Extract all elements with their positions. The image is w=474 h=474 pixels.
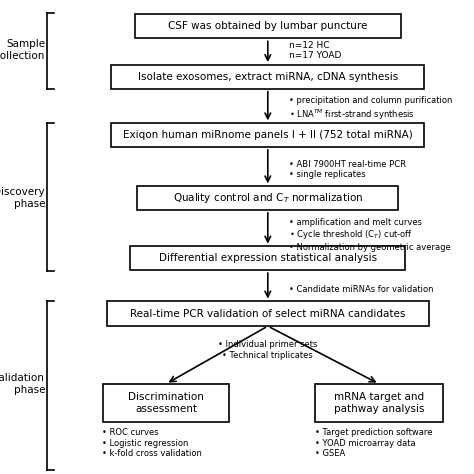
Text: • Target prediction software
• YOAD microarray data
• GSEA: • Target prediction software • YOAD micr…: [315, 428, 433, 458]
Text: Exiqon human miRnome panels I + II (752 total miRNA): Exiqon human miRnome panels I + II (752 …: [123, 130, 413, 140]
FancyBboxPatch shape: [315, 384, 443, 422]
Text: • Individual primer sets
• Technical triplicates: • Individual primer sets • Technical tri…: [218, 340, 318, 359]
Text: CSF was obtained by lumbar puncture: CSF was obtained by lumbar puncture: [168, 21, 367, 31]
Text: n=12 HC
n=17 YOAD: n=12 HC n=17 YOAD: [289, 41, 341, 60]
FancyBboxPatch shape: [130, 246, 405, 270]
Text: Isolate exosomes, extract miRNA, cDNA synthesis: Isolate exosomes, extract miRNA, cDNA sy…: [137, 72, 398, 82]
Text: • precipitation and column purification
• LNA$^{TM}$ first-strand synthesis: • precipitation and column purification …: [289, 96, 453, 122]
FancyBboxPatch shape: [111, 123, 424, 147]
Text: Validation
phase: Validation phase: [0, 373, 45, 395]
Text: • Candidate miRNAs for validation: • Candidate miRNAs for validation: [289, 285, 434, 293]
Text: Quality control and C$_T$ normalization: Quality control and C$_T$ normalization: [173, 191, 363, 205]
Text: Real-time PCR validation of select miRNA candidates: Real-time PCR validation of select miRNA…: [130, 309, 405, 319]
Text: • amplification and melt curves
• Cycle threshold (C$_T$) cut-off
• Normalizatio: • amplification and melt curves • Cycle …: [289, 218, 451, 252]
Text: mRNA target and
pathway analysis: mRNA target and pathway analysis: [334, 392, 424, 414]
FancyBboxPatch shape: [137, 186, 398, 210]
FancyBboxPatch shape: [107, 301, 429, 326]
Text: • ABI 7900HT real-time PCR
• single replicates: • ABI 7900HT real-time PCR • single repl…: [289, 160, 406, 179]
Text: Discovery
phase: Discovery phase: [0, 187, 45, 209]
Text: Discrimination
assessment: Discrimination assessment: [128, 392, 204, 414]
Text: • ROC curves
• Logistic regression
• k-fold cross validation: • ROC curves • Logistic regression • k-f…: [102, 428, 202, 458]
FancyBboxPatch shape: [103, 384, 228, 422]
Text: Differential expression statistical analysis: Differential expression statistical anal…: [159, 253, 377, 264]
Text: Sample
collection: Sample collection: [0, 39, 45, 61]
FancyBboxPatch shape: [111, 65, 424, 89]
FancyBboxPatch shape: [135, 14, 401, 38]
